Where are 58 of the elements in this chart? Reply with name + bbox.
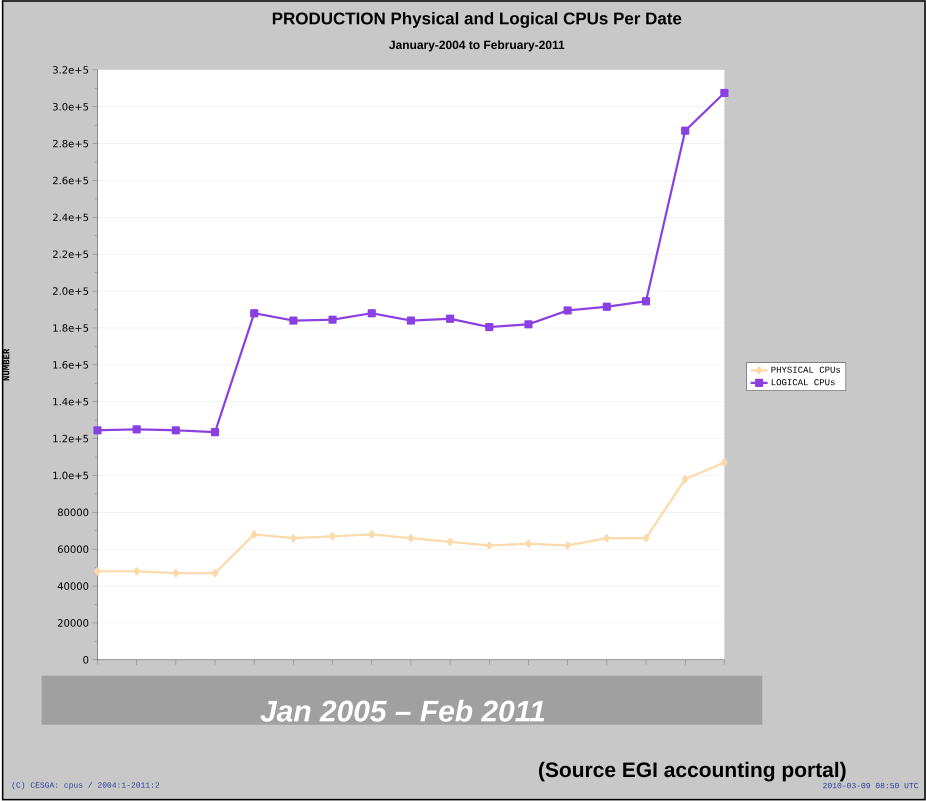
point (329, 532, 336, 541)
point (408, 534, 414, 542)
point (446, 538, 454, 546)
point (94, 567, 101, 576)
point (485, 323, 494, 332)
point (603, 534, 610, 542)
y-tick-label: 2.0e+5 (52, 288, 88, 296)
y-tick-label: 20000 (58, 619, 88, 627)
point (564, 542, 571, 550)
point (328, 316, 337, 324)
y-tick-label: 2.8e+5 (52, 140, 88, 148)
point (133, 567, 140, 576)
y-tick-label: 80000 (58, 508, 88, 516)
y-tick-label: 3.2e+5 (53, 66, 88, 74)
text: (Source EGI accounting portal) (539, 762, 846, 782)
point (602, 302, 611, 312)
y-tick-label: 40000 (58, 582, 88, 590)
point (368, 309, 376, 318)
point (290, 534, 297, 542)
point (172, 426, 180, 435)
point (172, 569, 180, 578)
point (642, 534, 650, 542)
text: Jan 2005 – Feb 2011 (260, 700, 544, 722)
y-tick-label: 1.8e+5 (53, 324, 88, 332)
point (486, 542, 493, 550)
y-tick-label: 2.6e+5 (52, 176, 88, 184)
point (524, 320, 533, 329)
point (132, 425, 141, 434)
point (368, 530, 376, 539)
y-tick-label: 1.4e+5 (53, 398, 88, 406)
point (721, 458, 728, 467)
point (564, 306, 572, 315)
legend-label: LOGICAL CPUs (772, 379, 835, 386)
y-tick-label: 1.0e+5 (53, 472, 88, 480)
point (525, 540, 532, 548)
point (250, 530, 258, 539)
point (93, 426, 102, 435)
y-tick-label: 1.6e+5 (53, 361, 88, 369)
point (446, 314, 454, 324)
y-tick-label: 1.2e+5 (53, 435, 88, 443)
y-axis-title: NUMBER (3, 348, 10, 381)
legend-label: PHYSICAL CPUs (771, 366, 840, 373)
point (406, 316, 416, 325)
chart-title: PRODUCTION Physical and Logical CPUs Per Date (272, 12, 682, 28)
point (250, 309, 258, 318)
y-tick-label: 0 (83, 656, 88, 664)
point (212, 569, 218, 578)
y-tick-label: 60000 (58, 546, 88, 554)
point (682, 475, 689, 484)
y-tick-label: 3.0e+5 (53, 103, 88, 111)
point (642, 297, 650, 306)
point (681, 126, 690, 136)
point (289, 316, 298, 325)
y-tick-label: 2.2e+5 (52, 250, 88, 258)
point (210, 428, 220, 436)
chart-subtitle: January-2004 to February-2011 (389, 40, 564, 52)
point (720, 89, 728, 98)
y-tick-label: 2.4e+5 (52, 214, 88, 222)
